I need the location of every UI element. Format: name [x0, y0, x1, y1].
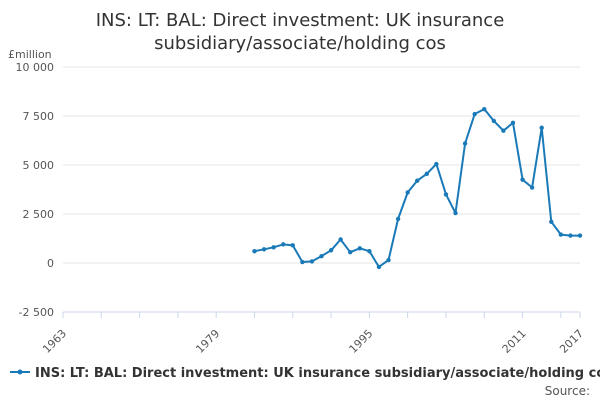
data-point: [348, 250, 353, 255]
y-tick-label: 10 000: [16, 61, 55, 74]
data-point: [558, 232, 564, 237]
data-point: [261, 247, 267, 252]
data-point: [549, 219, 554, 225]
x-tick-label: 2011: [500, 327, 529, 356]
data-point: [252, 249, 257, 254]
data-point: [472, 111, 477, 117]
y-axis-unit-label: £million: [8, 48, 52, 61]
chart-title-line-1: INS: LT: BAL: Direct investment: UK insu…: [96, 10, 505, 31]
data-point: [482, 106, 487, 112]
data-point: [309, 259, 315, 264]
x-axis-ticks: 1963 1979 1995 2011 2017: [40, 312, 586, 356]
data-point: [434, 161, 439, 167]
data-point: [529, 185, 535, 190]
data-point: [462, 141, 468, 146]
y-tick-label: -2 500: [19, 306, 54, 319]
data-point: [319, 253, 324, 259]
data-point: [338, 237, 343, 242]
grid-lines: [63, 66, 580, 313]
data-point: [577, 233, 583, 238]
x-tick-label: 1979: [193, 327, 222, 356]
data-point: [386, 257, 391, 263]
data-point: [443, 192, 449, 197]
data-point: [539, 125, 544, 130]
y-axis-ticks: 10 000 7 500 5 000 2 500 0 -2 500: [16, 61, 55, 319]
y-tick-label: 5 000: [23, 159, 55, 172]
data-point: [281, 242, 286, 247]
data-point: [357, 246, 362, 251]
y-tick-label: 7 500: [23, 110, 55, 123]
data-point: [328, 248, 334, 253]
x-tick-label: 1963: [40, 327, 69, 356]
data-point: [415, 178, 420, 183]
y-tick-label: 0: [47, 257, 54, 270]
data-point: [424, 171, 430, 177]
source-label: Source:: [545, 384, 590, 398]
data-point: [271, 245, 276, 250]
series-layer: [252, 106, 583, 270]
y-tick-label: 2 500: [23, 208, 55, 221]
data-point: [501, 128, 506, 133]
data-point: [395, 216, 401, 222]
data-point: [405, 190, 410, 195]
legend-marker-icon: [17, 369, 23, 375]
data-point: [568, 233, 573, 238]
data-point: [520, 177, 525, 182]
data-point: [510, 120, 516, 126]
data-point: [453, 210, 458, 216]
legend[interactable]: INS: LT: BAL: Direct investment: UK insu…: [10, 366, 600, 381]
data-point: [290, 243, 295, 248]
data-point: [376, 264, 382, 270]
data-point: [367, 249, 372, 254]
data-point: [300, 259, 305, 265]
legend-label[interactable]: INS: LT: BAL: Direct investment: UK insu…: [35, 366, 600, 381]
x-tick-label: 2017: [557, 327, 586, 356]
data-point: [491, 118, 497, 124]
chart-title-line-2: subsidiary/associate/holding cos: [154, 33, 446, 54]
x-tick-label: 1995: [347, 327, 376, 356]
